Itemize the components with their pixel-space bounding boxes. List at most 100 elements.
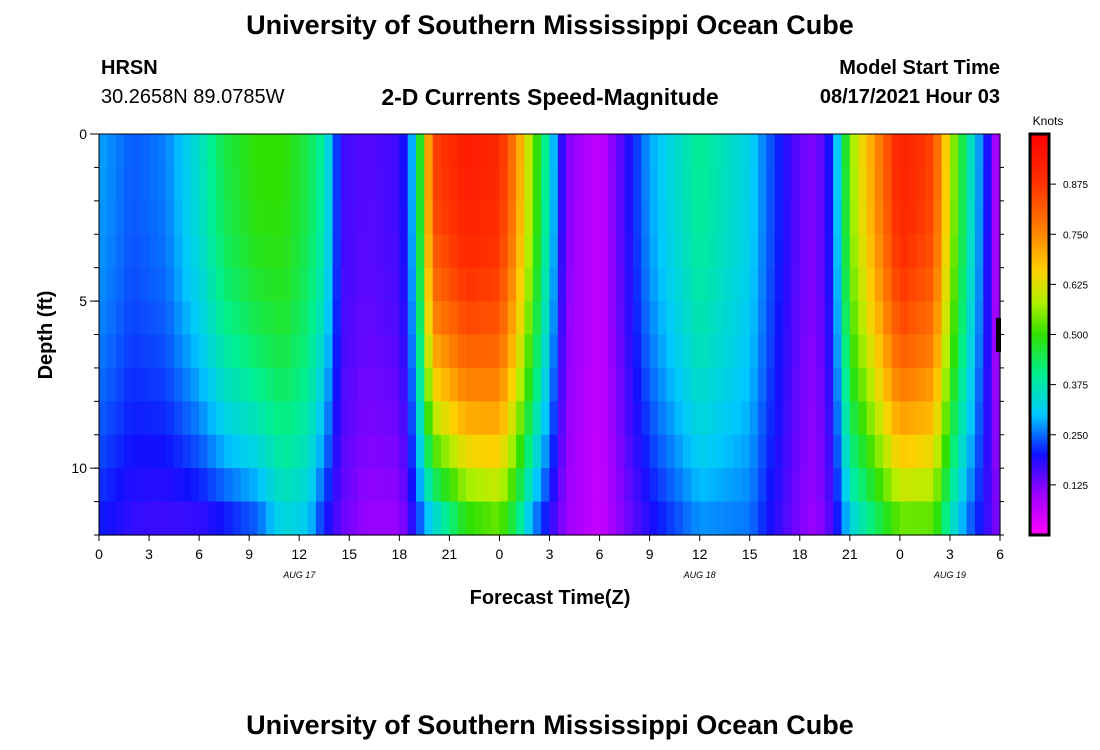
heatmap-cell [482,434,492,469]
heatmap-cell [808,367,818,402]
heatmap-cell [474,401,484,436]
heatmap-cell [224,434,234,469]
heatmap-cell [591,134,601,169]
heatmap-cell [866,334,876,369]
heatmap-cell [232,468,242,503]
heatmap-cell [841,468,851,503]
heatmap-cell [482,301,492,336]
heatmap-cell [674,134,684,169]
heatmap-cell [390,200,400,235]
heatmap-cell [649,267,659,302]
heatmap-cell [516,501,526,536]
heatmap-cell [474,434,484,469]
heatmap-cell [933,301,943,336]
heatmap-cell [174,200,184,235]
heatmap-cell [207,468,217,503]
heatmap-cell [507,267,517,302]
heatmap-cell [365,367,375,402]
heatmap-cell [199,134,209,169]
heatmap-cell [791,434,801,469]
heatmap-cell [716,267,726,302]
heatmap-cell [541,334,551,369]
y-tick-label: 10 [71,460,87,476]
heatmap-cell [933,200,943,235]
heatmap-cell [365,334,375,369]
heatmap-cell [774,200,784,235]
heatmap-cell [816,434,826,469]
heatmap-cell [899,167,909,202]
heatmap-cell [432,267,442,302]
heatmap-cell [532,501,542,536]
x-tick-label: 6 [195,546,203,562]
heatmap-cell [966,434,976,469]
heatmap-cell [808,167,818,202]
heatmap-cell [666,334,676,369]
heatmap-cell [124,334,133,369]
heatmap-cell [407,301,417,336]
heatmap-cell [165,401,175,436]
heatmap-cell [224,501,234,536]
heatmap-cell [616,367,626,402]
heatmap-cell [499,367,509,402]
heatmap-cell [949,234,959,269]
heatmap-cell [866,200,876,235]
heatmap-cell [224,200,234,235]
heatmap-cell [566,200,576,235]
heatmap-cell [799,234,809,269]
heatmap-cell [390,401,400,436]
heatmap-cell [149,167,158,202]
heatmap-cell [691,134,701,169]
heatmap-cell [190,334,200,369]
heatmap-cell [265,301,275,336]
heatmap-cell [199,334,209,369]
heatmap-cell [899,267,909,302]
heatmap-cell [682,401,692,436]
heatmap-cell [958,167,968,202]
heatmap-cell [257,367,267,402]
heatmap-cell [899,200,909,235]
heatmap-cell [557,167,567,202]
heatmap-cell [741,367,751,402]
heatmap-cell [691,267,701,302]
heatmap-cell [891,267,901,302]
heatmap-cell [424,367,434,402]
heatmap-cell [324,234,334,269]
heatmap-cell [891,401,901,436]
heatmap-cell [491,434,501,469]
heatmap-cell [399,501,409,536]
heatmap-cell [532,367,542,402]
heatmap-cell [174,434,184,469]
heatmap-cell [624,234,634,269]
heatmap-cell [591,468,601,503]
heatmap-cell [365,401,375,436]
heatmap-cell [507,301,517,336]
heatmap-cell [374,301,384,336]
heatmap-cell [808,200,818,235]
heatmap-cell [299,434,309,469]
heatmap-cell [566,301,576,336]
heatmap-cell [791,501,801,536]
heatmap-cell [340,134,350,169]
heatmap-cell [724,301,734,336]
heatmap-cell [199,434,209,469]
heatmap-cell [941,134,951,169]
heatmap-cell [207,434,217,469]
heatmap-cell [315,401,325,436]
colorbar: Knots 0.875 0.750 0.625 0.500 0.375 0.250 0.12… [1028,114,1088,537]
heatmap-cell [374,200,384,235]
heatmap-cell [758,334,767,369]
heatmap-cell [390,167,400,202]
heatmap-cell [457,334,467,369]
heatmap-cell [958,301,968,336]
heatmap-cell [991,501,1001,536]
heatmap-cell [349,200,359,235]
heatmap-cell [883,468,893,503]
heatmap-cell [657,267,667,302]
heatmap-cell [299,334,309,369]
heatmap-cell [791,167,801,202]
heatmap-cell [541,234,551,269]
heatmap-cell [557,401,567,436]
heatmap-cell [215,401,225,436]
heatmap-cell [282,167,292,202]
heatmap-cell [691,334,701,369]
